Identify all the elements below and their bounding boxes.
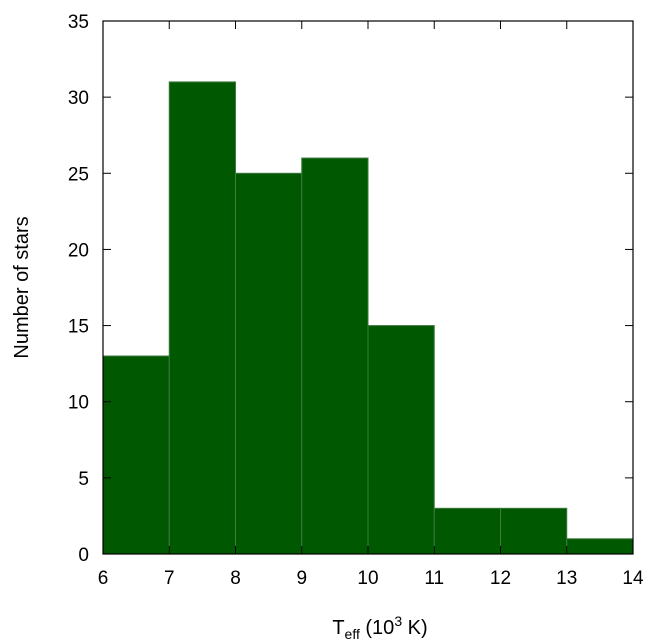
x-axis-label: Teff (103 K) [332,613,427,642]
y-tick-label-0: 0 [78,545,89,566]
y-tick-label-35: 35 [68,12,89,33]
bar-13-14 [566,538,634,555]
y-tick-label-15: 15 [68,317,89,338]
x-tick-label-6: 6 [98,568,109,589]
x-tick-label-14: 14 [622,568,644,589]
x-tick-label-13: 13 [556,568,577,589]
y-tick-label-10: 10 [68,393,89,414]
bar-7-8 [168,81,236,555]
x-tick-label-9: 9 [296,568,307,589]
x-tick-label-10: 10 [357,568,378,589]
bar-11-12 [433,507,501,555]
y-tick-label-30: 30 [68,88,89,109]
bar-10-11 [367,325,435,555]
x-tick-label-11: 11 [424,568,444,589]
y-tick-label-25: 25 [68,164,89,185]
bar-8-9 [235,172,303,555]
tick-labels-group: 6 7 8 9 10 11 12 13 14 0 5 10 15 20 25 30 35 [68,12,644,589]
bar-12-13 [500,507,568,555]
bar-9-10 [301,157,369,555]
x-axis-label-prefix: (10 [360,617,394,639]
x-axis-label-suffix: K) [402,617,428,639]
x-axis-label-main: T [332,617,344,639]
y-tick-label-20: 20 [68,240,89,261]
x-tick-label-7: 7 [164,568,175,589]
x-tick-label-8: 8 [230,568,241,589]
bar-6-7 [102,355,170,555]
y-axis-label: Number of stars [11,216,33,358]
x-axis-label-subscript: eff [345,626,360,642]
x-tick-label-12: 12 [490,568,511,589]
bars-group [102,81,634,555]
y-tick-label-5: 5 [78,469,89,490]
x-axis-label-superscript: 3 [394,613,402,629]
plot-frame [102,20,634,555]
